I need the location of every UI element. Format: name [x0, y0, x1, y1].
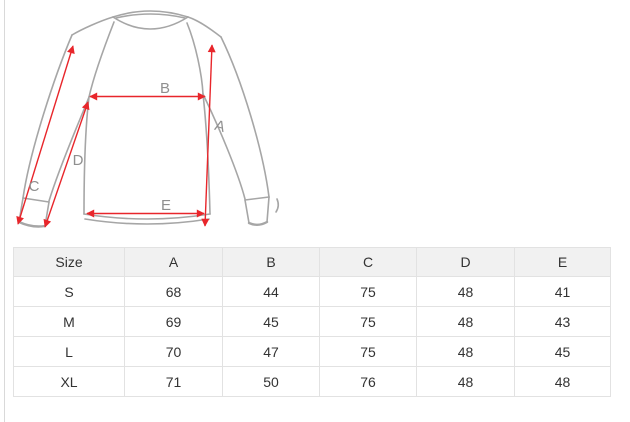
measurement-label-b: B: [160, 80, 170, 97]
right-raglan-seam: [186, 22, 204, 95]
measurement-value-cell: 48: [416, 336, 515, 367]
size-cell: M: [13, 306, 125, 337]
left-raglan-seam: [88, 21, 115, 98]
measurement-value-cell: 70: [124, 336, 223, 367]
right-cuff-fold: [275, 198, 280, 213]
measurement-value-cell: 75: [319, 336, 417, 367]
neckline-rim: [115, 13, 186, 19]
column-header-size: Size: [13, 247, 125, 277]
measurement-value-cell: 48: [416, 366, 515, 397]
table-row: L 70 47 75 48 45: [13, 336, 611, 367]
left-sleeve-inner: [48, 96, 90, 202]
table-row: S 68 44 75 48 41: [13, 276, 611, 307]
right-shoulder: [187, 16, 222, 38]
size-cell: L: [13, 336, 125, 367]
size-table-body: S 68 44 75 48 41 M 69 45 75 48 43 L 70 47 75 48 45 XL 71 50 7…: [13, 276, 611, 397]
neckline-outer: [112, 10, 189, 18]
measurement-value-cell: 69: [124, 306, 223, 337]
table-row: M 69 45 75 48 43: [13, 306, 611, 337]
left-cuff-top: [22, 197, 50, 203]
right-cuff-top: [244, 196, 270, 201]
left-shoulder: [71, 16, 114, 36]
measurement-value-cell: 76: [319, 366, 417, 397]
measurement-value-cell: 47: [222, 336, 320, 367]
right-cuff-bottom: [247, 220, 269, 226]
left-cuff-sides: [18, 197, 50, 227]
neckline-inner: [112, 16, 189, 30]
measurement-value-cell: 68: [124, 276, 223, 307]
right-sleeve-outer: [220, 36, 270, 198]
measurement-labels: B A C D E: [29, 80, 227, 214]
right-cuff-sides: [244, 196, 270, 224]
measurement-label-e: E: [161, 197, 171, 214]
measurement-value-cell: 45: [222, 306, 320, 337]
size-cell: S: [13, 276, 125, 307]
measurement-value-cell: 44: [222, 276, 320, 307]
measurement-label-a: A: [213, 117, 227, 136]
measurement-arrow-c: [16, 45, 75, 225]
column-header-a: A: [124, 247, 223, 277]
measurement-value-cell: 48: [416, 276, 515, 307]
column-header-d: D: [416, 247, 515, 277]
measurement-value-cell: 48: [416, 306, 515, 337]
hem-bottom: [84, 218, 210, 225]
size-table-header: Size A B C D E: [13, 247, 611, 277]
measurement-arrows: [16, 44, 216, 228]
measurement-label-d: D: [73, 152, 84, 169]
column-header-e: E: [514, 247, 611, 277]
measurement-value-cell: 43: [514, 306, 611, 337]
measurement-value-cell: 50: [222, 366, 320, 397]
left-sleeve-outer: [22, 34, 73, 199]
measurement-arrow-d: [43, 101, 90, 228]
measurement-value-cell: 41: [514, 276, 611, 307]
header-row: Size A B C D E: [13, 247, 611, 277]
table-row: XL 71 50 76 48 48: [13, 366, 611, 397]
size-table: Size A B C D E S 68 44 75 48 41 M 69 45 75 48 43 L 70…: [13, 247, 611, 397]
left-cuff-bottom: [17, 220, 47, 228]
measurement-label-c: C: [29, 178, 40, 195]
body-left-edge: [83, 96, 90, 215]
sweatshirt-outline: [17, 10, 280, 228]
measurement-value-cell: 45: [514, 336, 611, 367]
hem-top: [83, 213, 211, 220]
column-header-c: C: [319, 247, 417, 277]
garment-measurement-diagram: B A C D E: [16, 10, 280, 228]
measurement-arrow-a: [201, 44, 216, 227]
measurement-value-cell: 75: [319, 276, 417, 307]
size-cell: XL: [13, 366, 125, 397]
measurement-value-cell: 48: [514, 366, 611, 397]
page-left-border: [4, 0, 5, 422]
column-header-b: B: [222, 247, 320, 277]
measurement-value-cell: 75: [319, 306, 417, 337]
measurement-value-cell: 71: [124, 366, 223, 397]
